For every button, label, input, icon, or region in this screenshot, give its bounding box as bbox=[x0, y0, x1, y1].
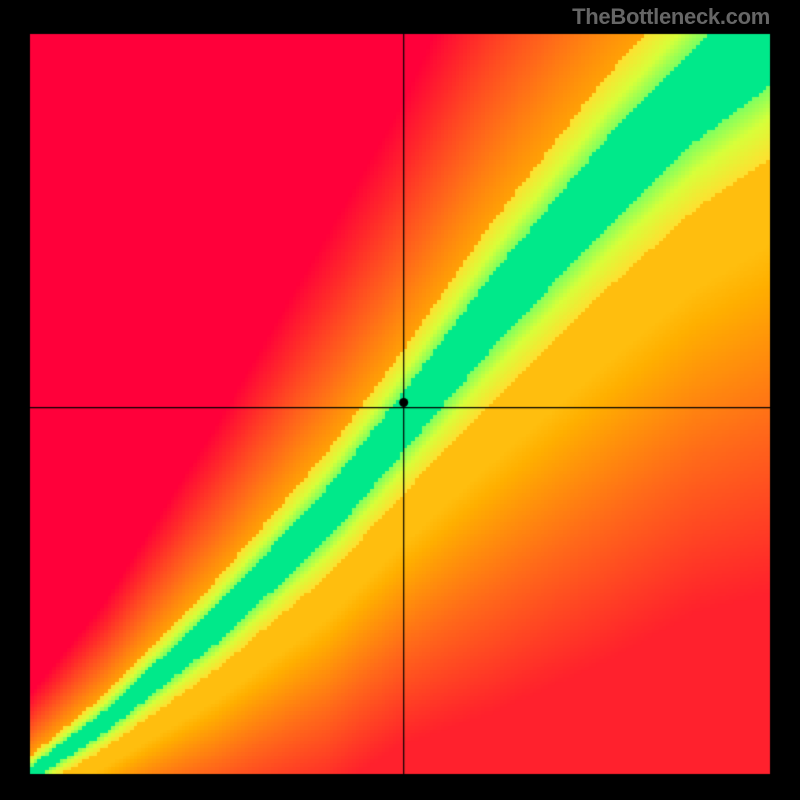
chart-container: TheBottleneck.com bbox=[0, 0, 800, 800]
watermark-text: TheBottleneck.com bbox=[572, 4, 770, 30]
heatmap-canvas bbox=[0, 0, 800, 800]
